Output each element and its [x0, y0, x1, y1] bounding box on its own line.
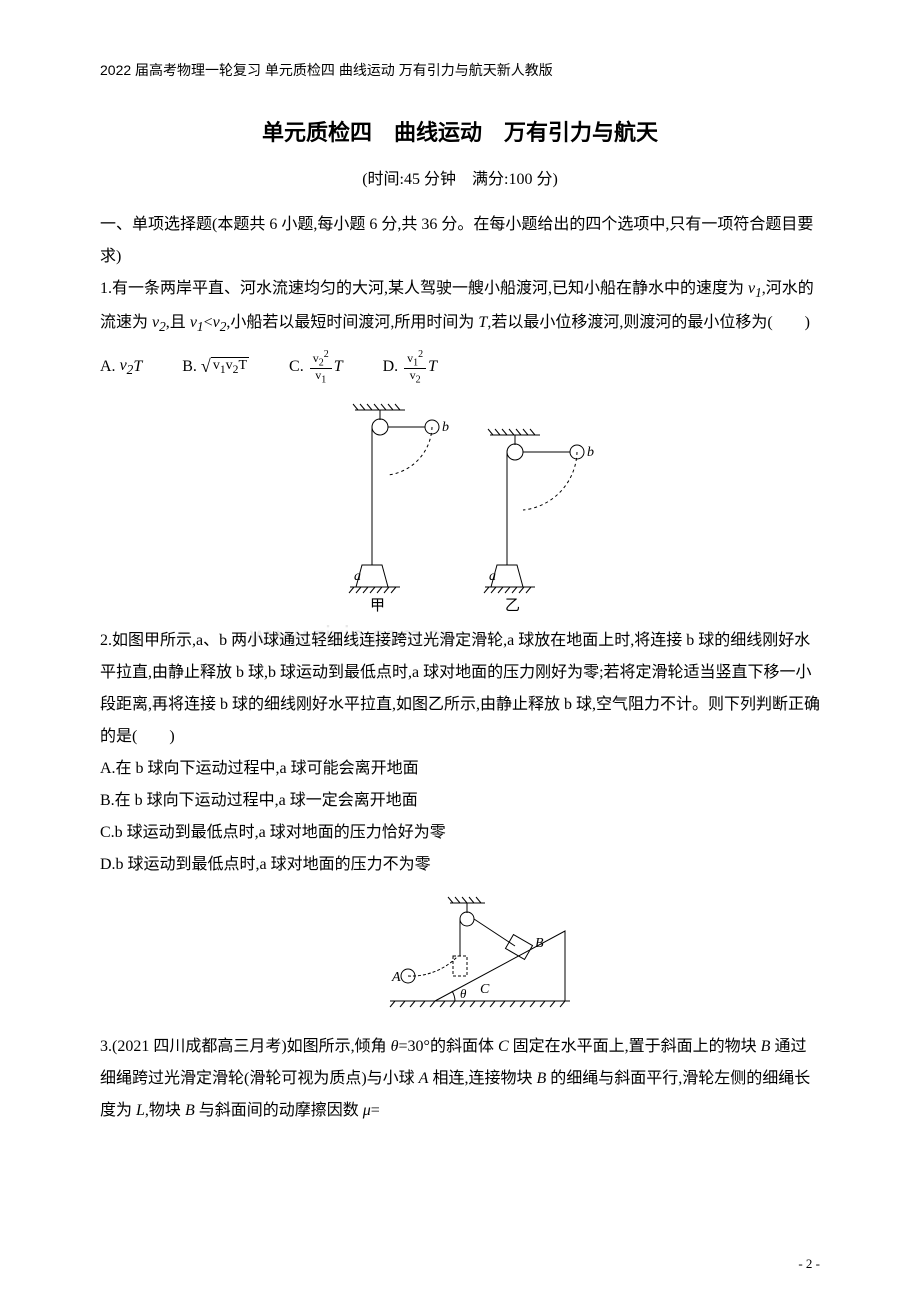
label-b-left: b	[442, 420, 449, 435]
pulley-diagram-svg: a b 甲 a b 乙	[310, 395, 610, 615]
section-intro: 一、单项选择题(本题共 6 小题,每小题 6 分,共 36 分。在每小题给出的四…	[100, 209, 820, 273]
q1-part3: <	[204, 314, 213, 331]
q2-option-b: B.在 b 球向下运动过程中,a 球一定会离开地面	[100, 785, 820, 817]
q1-option-b: B. √ v1v2T	[182, 351, 249, 383]
question-1: 1.有一条两岸平直、河水流速均匀的大河,某人驾驶一艘小船渡河,已知小船在静水中的…	[100, 273, 820, 341]
q1-part0: 1.有一条两岸平直、河水流速均匀的大河,某人驾驶一艘小船渡河,已知小船在静水中的…	[100, 280, 748, 297]
opt-label-c: C.	[289, 351, 304, 383]
fraction-d: v12 v2	[404, 349, 426, 386]
q1-var-v1: v1	[748, 280, 762, 297]
page-header: 2022 届高考物理一轮复习 单元质检四 曲线运动 万有引力与航天新人教版	[100, 60, 820, 80]
question-3: 3.(2021 四川成都高三月考)如图所示,倾角 θ=30°的斜面体 C 固定在…	[100, 1031, 820, 1127]
label-B: B	[535, 936, 544, 951]
q1-var-v1b: v1	[190, 314, 204, 331]
q1-part4: ,小船若以最短时间渡河,所用时间为	[226, 314, 478, 331]
opt-label-d: D.	[383, 351, 399, 383]
q1-var-v2: v2	[152, 314, 166, 331]
diagram-q2-pulley: a b 甲 a b 乙	[100, 395, 820, 615]
q1-option-d: D. v12 v2 T	[383, 349, 437, 386]
q1-options: A. v2T B. √ v1v2T C. v22 v1 T D. v12 v2 …	[100, 349, 820, 386]
incline-diagram-svg: A B C θ	[340, 891, 580, 1021]
q1-option-a: A. v2T	[100, 350, 142, 384]
q1-part5: ,若以最小位移渡河,则渡河的最小位移为( )	[487, 314, 810, 331]
label-theta: θ	[460, 986, 467, 1001]
q2-text: 2.如图甲所示,a、b 两小球通过轻细线连接跨过光滑定滑轮,a 球放在地面上时,…	[100, 632, 820, 745]
page-number: - 2 -	[798, 1256, 820, 1272]
q2-option-d: D.b 球运动到最低点时,a 球对地面的压力不为零	[100, 849, 820, 881]
question-2: 2.如图甲所示,a、b 两小球通过轻细线连接跨过光滑定滑轮,a 球放在地面上时,…	[100, 625, 820, 753]
timing-info: (时间:45 分钟 满分:100 分)	[100, 165, 820, 189]
main-title: 单元质检四 曲线运动 万有引力与航天	[100, 115, 820, 147]
label-yi: 乙	[505, 598, 520, 614]
q1-option-c: C. v22 v1 T	[289, 349, 343, 386]
q1-part2: ,且	[166, 314, 190, 331]
sqrt-expression: √ v1v2T	[201, 357, 249, 377]
q1-var-T: T	[478, 314, 487, 331]
q2-options: A.在 b 球向下运动过程中,a 球可能会离开地面 B.在 b 球向下运动过程中…	[100, 753, 820, 881]
diagram-q3-incline: A B C θ	[100, 891, 820, 1021]
fraction-c: v22 v1	[310, 349, 332, 386]
label-a-left: a	[354, 569, 361, 584]
label-C: C	[480, 982, 490, 997]
q2-option-c: C.b 球运动到最低点时,a 球对地面的压力恰好为零	[100, 817, 820, 849]
opt-label-b: B.	[182, 351, 197, 383]
label-a-right: a	[489, 569, 496, 584]
label-A: A	[391, 970, 401, 985]
label-b-right: b	[587, 445, 594, 460]
q2-option-a: A.在 b 球向下运动过程中,a 球可能会离开地面	[100, 753, 820, 785]
opt-label-a: A.	[100, 351, 116, 383]
label-jia: 甲	[370, 598, 385, 614]
q1-var-v2b: v2	[213, 314, 227, 331]
